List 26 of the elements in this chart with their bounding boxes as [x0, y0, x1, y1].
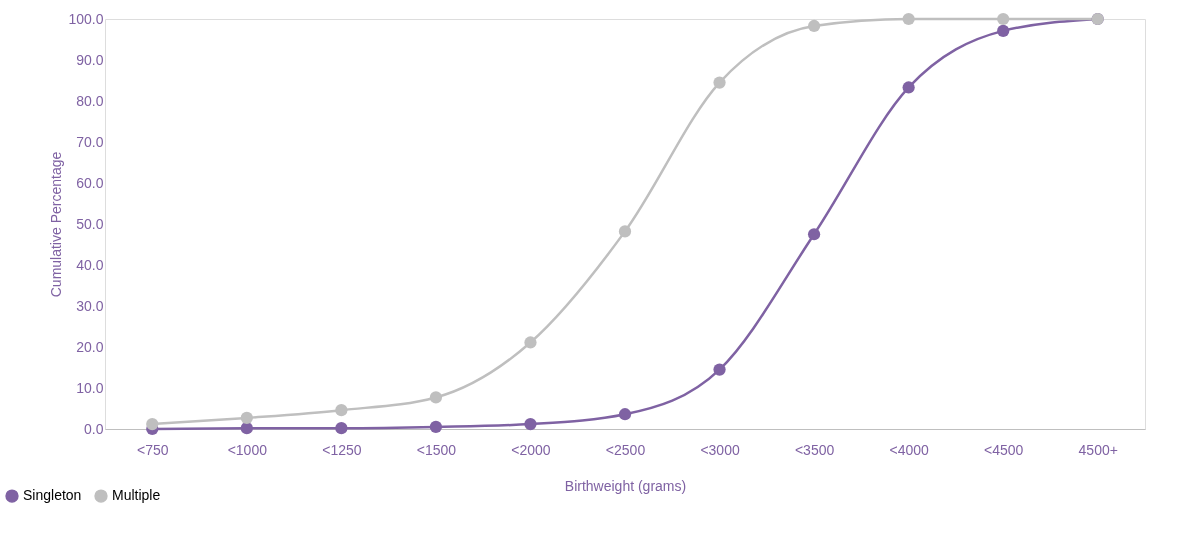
y-tick-label: 90.0	[76, 51, 104, 68]
y-tick-label: 30.0	[76, 297, 104, 314]
x-tick-label: <1000	[227, 441, 268, 458]
y-tick-label: 20.0	[76, 338, 104, 355]
legend-label: Multiple	[112, 487, 161, 504]
y-tick-label: 100.0	[68, 10, 104, 27]
x-tick-label: <3500	[794, 441, 835, 458]
y-tick-label: 50.0	[76, 215, 104, 232]
x-tick-label: <750	[137, 441, 169, 458]
x-axis-title: Birthweight (grams)	[564, 477, 687, 494]
y-tick-label: 0.0	[84, 420, 104, 437]
x-tick-label: <2500	[605, 441, 646, 458]
y-axis-title: Cumulative Percentage	[48, 151, 65, 298]
y-tick-label: 10.0	[76, 379, 104, 396]
y-tick-label: 80.0	[76, 92, 104, 109]
y-tick-label: 60.0	[76, 174, 104, 191]
y-tick-label: 70.0	[76, 133, 104, 150]
legend-label: Singleton	[23, 487, 82, 504]
x-tick-label: <2000	[511, 441, 551, 458]
x-tick-label: <4000	[889, 441, 930, 458]
x-tick-label: <4500	[984, 441, 1024, 458]
x-tick-label: <1250	[322, 441, 362, 458]
x-tick-label: 4500+	[1078, 441, 1118, 458]
x-tick-label: <1500	[416, 441, 457, 458]
y-tick-label: 40.0	[76, 256, 104, 273]
x-tick-label: <3000	[700, 441, 740, 458]
